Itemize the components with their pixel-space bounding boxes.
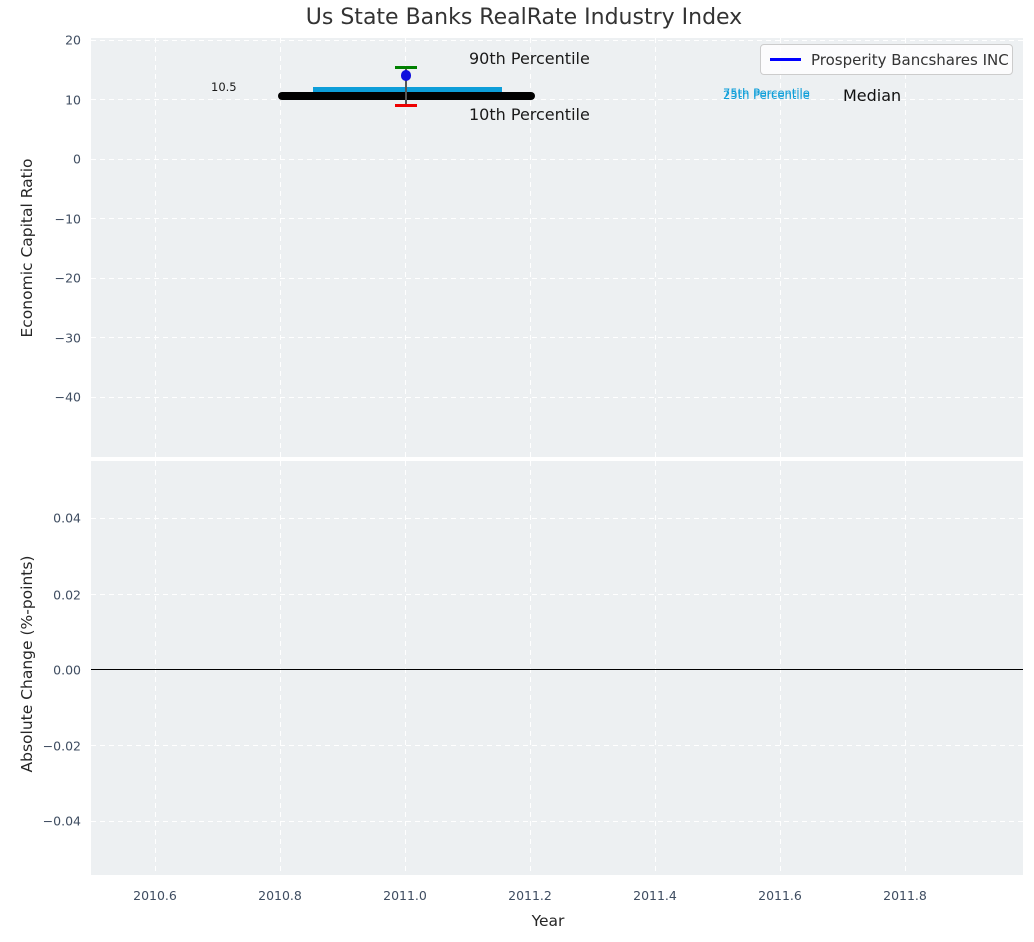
annotation-median: Median (843, 86, 902, 105)
errorbar-cap-10th (395, 104, 417, 107)
xtick-label: 2010.6 (133, 888, 177, 903)
xtick-label: 2011.2 (508, 888, 552, 903)
ytick-label: 0 (73, 151, 81, 167)
gridline-horizontal (91, 821, 1023, 822)
ytick-label: 10 (65, 92, 81, 107)
ytick-label: 0.04 (53, 510, 81, 526)
ytick-label: −40 (54, 389, 81, 405)
gridline-vertical (905, 38, 906, 457)
gridline-vertical (155, 38, 156, 457)
legend: Prosperity Bancshares INC (760, 44, 1013, 75)
ytick-label: −0.04 (42, 813, 81, 829)
gridline-vertical (655, 461, 656, 875)
gridline-horizontal (91, 40, 1023, 41)
gridline-vertical (155, 461, 156, 875)
xtick-label: 2011.8 (883, 888, 927, 903)
zero-reference-line (91, 668, 1023, 671)
annotation-25th-percentile: 25th Percentile (723, 88, 810, 102)
xtick-label: 2010.8 (258, 888, 302, 903)
xtick-label: 2011.0 (383, 888, 427, 903)
errorbar-line (405, 67, 407, 106)
ytick-label: −30 (54, 330, 81, 345)
bottom-y-axis-label: Absolute Change (%-points) (18, 555, 36, 773)
gridline-vertical (405, 461, 406, 875)
legend-line-swatch (770, 58, 801, 61)
gridline-horizontal (91, 337, 1023, 338)
xtick-label: 2011.6 (758, 888, 802, 903)
gridline-horizontal (91, 518, 1023, 519)
chart-title: Us State Banks RealRate Industry Index (305, 5, 743, 30)
errorbar-cap-90th (395, 66, 417, 69)
gridline-vertical (405, 38, 406, 457)
ytick-label: −0.02 (42, 738, 81, 753)
top-y-axis-label: Economic Capital Ratio (18, 158, 36, 338)
gridline-vertical (530, 461, 531, 875)
gridline-horizontal (91, 99, 1023, 100)
median-value-label: 10.5 (211, 80, 237, 94)
x-axis-label: Year (531, 912, 565, 930)
gridline-vertical (530, 38, 531, 457)
ytick-label: −20 (54, 270, 81, 286)
annotation-10th-percentile: 10th Percentile (469, 104, 590, 124)
ytick-label: −10 (54, 211, 81, 226)
gridline-vertical (280, 461, 281, 875)
gridline-horizontal (91, 594, 1023, 595)
gridline-vertical (905, 461, 906, 875)
gridline-horizontal (91, 278, 1023, 279)
company-data-point (400, 70, 411, 81)
gridline-horizontal (91, 159, 1023, 160)
gridline-vertical (780, 461, 781, 875)
legend-label: Prosperity Bancshares INC (811, 50, 1009, 69)
annotation-75th-percentile: 75th Percentile (723, 85, 810, 100)
gridline-horizontal (91, 397, 1023, 398)
xtick-label: 2011.4 (633, 888, 677, 903)
gridline-vertical (280, 38, 281, 457)
annotation-90th-percentile: 90th Percentile (469, 49, 590, 68)
ytick-label: 0.02 (53, 587, 81, 602)
gridline-vertical (780, 38, 781, 457)
top-plot-area (91, 38, 1023, 457)
gridline-vertical (655, 38, 656, 457)
gridline-horizontal (91, 218, 1023, 219)
median-line (278, 92, 535, 100)
gridline-horizontal (91, 745, 1023, 746)
ytick-label: 20 (65, 32, 81, 48)
ytick-label: 0.00 (53, 662, 81, 677)
